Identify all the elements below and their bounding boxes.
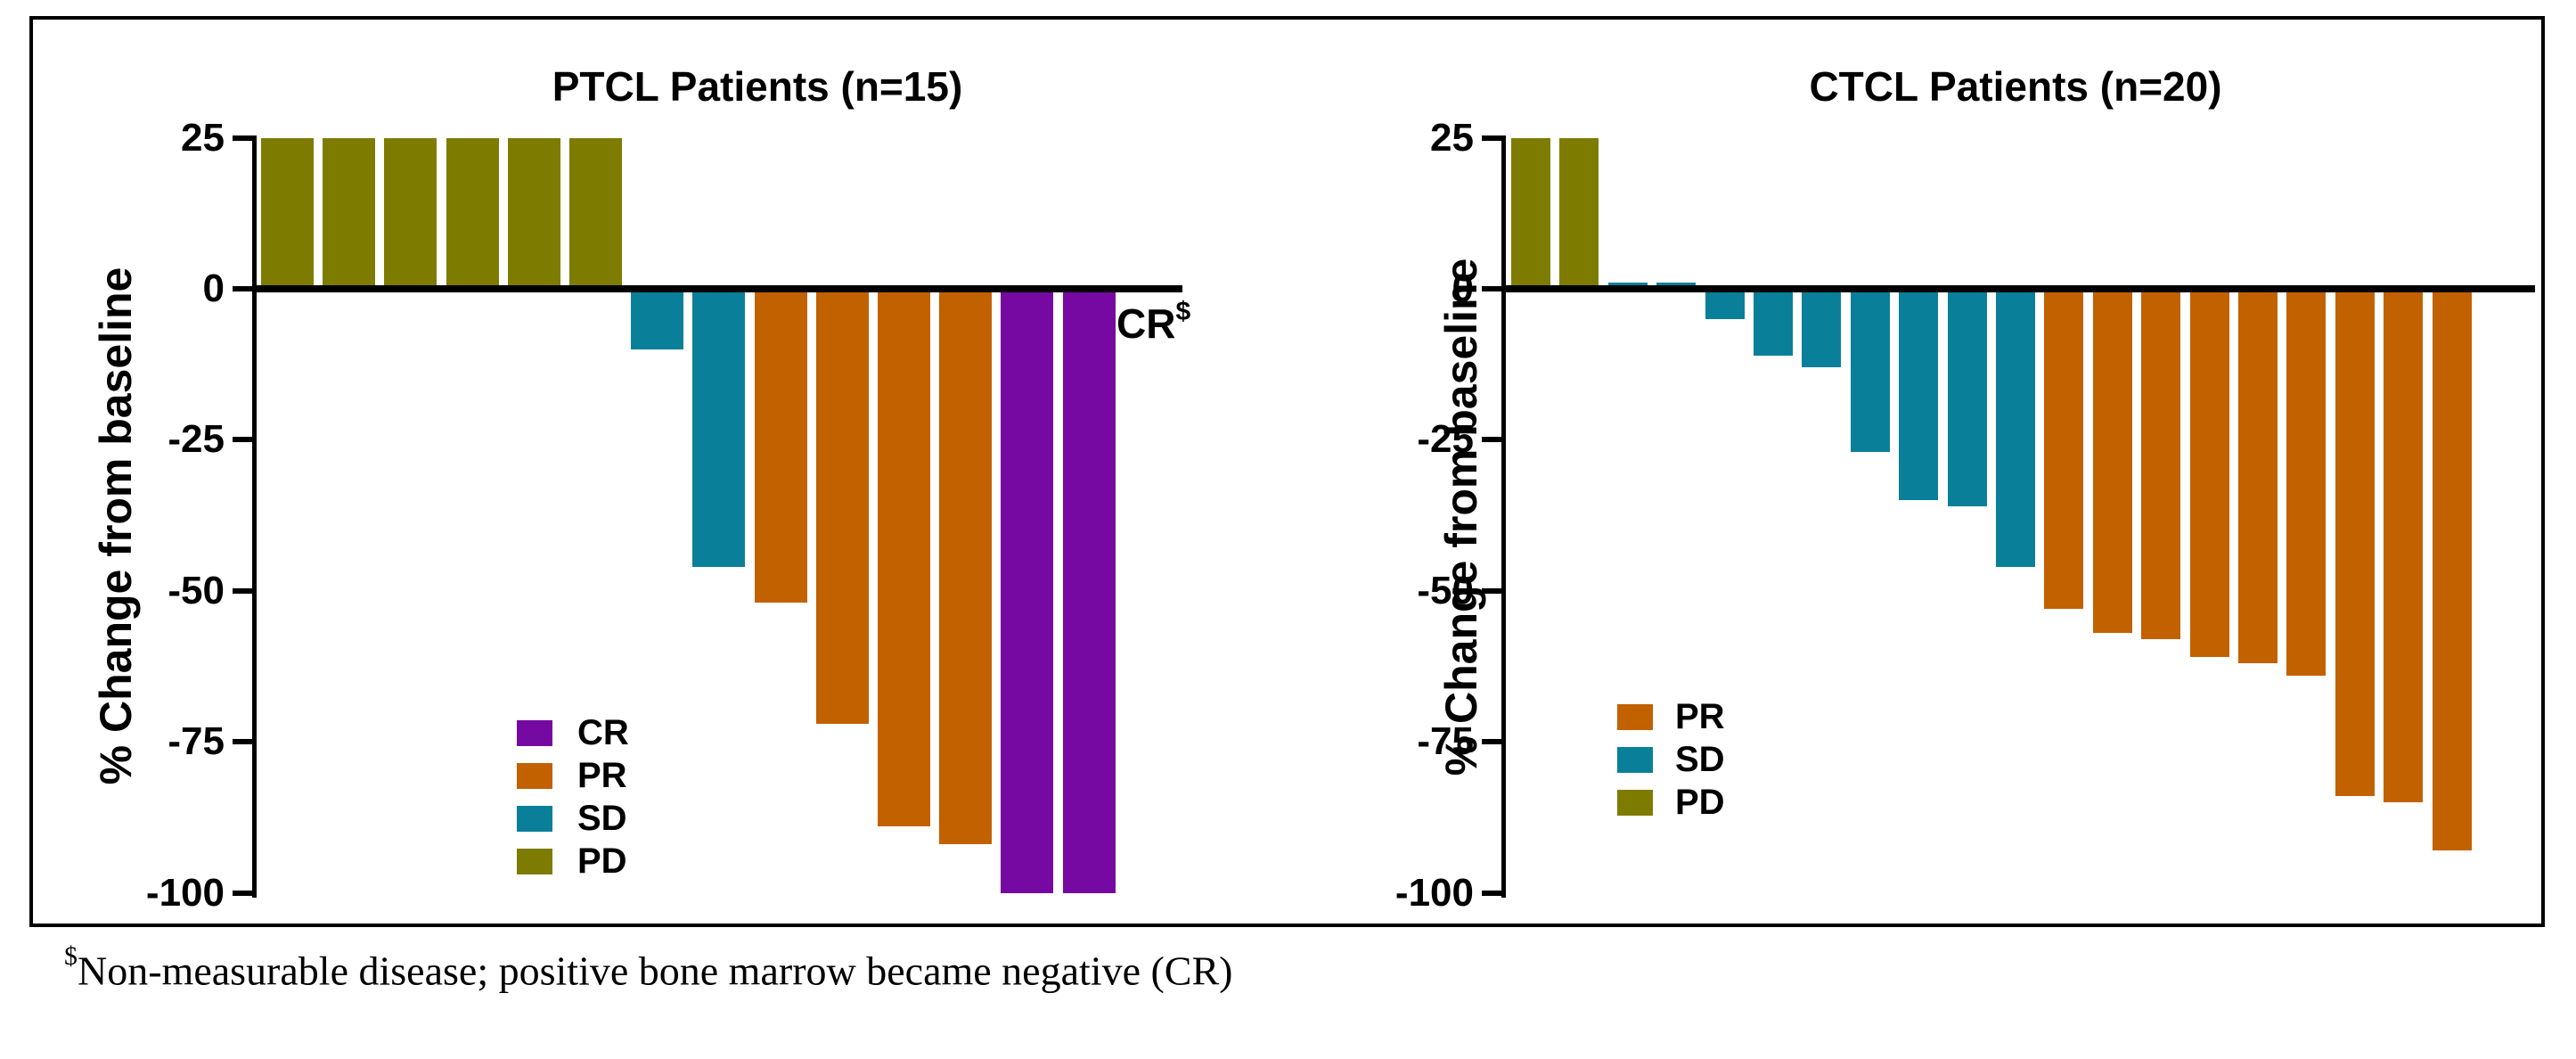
footnote: $Non-measurable disease; positive bone m… xyxy=(64,941,1233,994)
figure-frame xyxy=(29,16,2545,927)
footnote-text: Non-measurable disease; positive bone ma… xyxy=(78,948,1233,994)
footnote-sup: $ xyxy=(64,941,78,971)
